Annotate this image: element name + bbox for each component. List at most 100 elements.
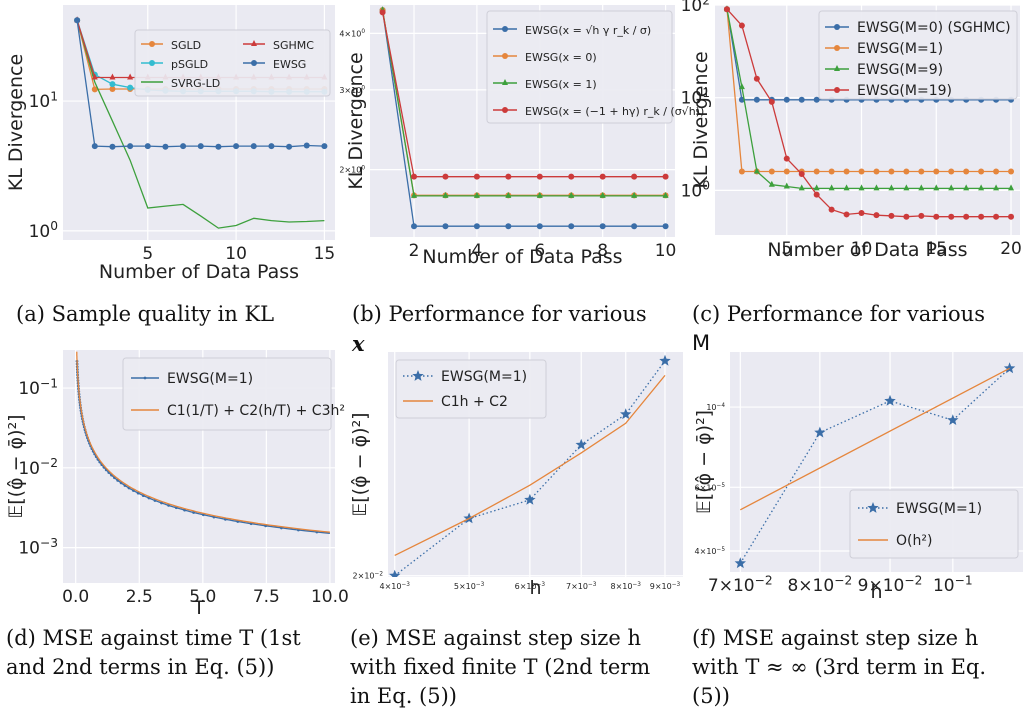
legend-label: EWSG(M=9)	[857, 62, 943, 78]
data-point	[738, 168, 745, 175]
x-tick-label: 5	[781, 239, 792, 259]
data-point	[599, 173, 606, 180]
x-tick-label: 2	[409, 241, 420, 261]
y-axis-label: 𝔼[(φ̂ − φ̄)²]	[349, 412, 371, 516]
data-point	[411, 191, 418, 198]
data-point	[536, 223, 543, 230]
data-point	[978, 168, 985, 175]
data-point	[843, 184, 850, 191]
data-point	[599, 191, 606, 198]
y-tick-label: 100	[29, 219, 58, 242]
y-axis-label: KL Divergence	[690, 51, 712, 188]
data-point	[947, 414, 959, 425]
data-point	[524, 493, 536, 505]
y-axis-label: 𝔼[(φ̂ − φ̄)²]	[693, 410, 715, 514]
data-point	[903, 184, 910, 191]
data-point	[834, 24, 840, 30]
legend: EWSG(M=0) (SGHMC) EWSG(M=1) EWSG(M=9) EWSG(…	[818, 10, 1018, 100]
data-point	[858, 168, 865, 175]
data-point	[768, 180, 775, 187]
series-line	[76, 20, 325, 229]
data-point	[568, 173, 575, 180]
data-point	[783, 96, 790, 103]
data-point	[143, 376, 147, 380]
x-tick-label: 8×10−3	[610, 582, 641, 591]
x-axis-label: Number of Data Pass	[99, 261, 299, 283]
y-axis-label: KL Divergence	[345, 52, 367, 189]
x-tick-label: 6	[534, 241, 545, 261]
data-point	[575, 438, 587, 450]
data-point	[903, 168, 910, 175]
series-line	[394, 374, 666, 556]
legend-label: EWSG(x = √h γ r_k / σ)	[525, 24, 651, 37]
data-point	[91, 73, 98, 80]
x-tick-label: 10	[225, 244, 247, 264]
series-line	[739, 367, 1011, 564]
legend: EWSG(x = √h γ r_k / σ) EWSG(x = 0) EWSG(x …	[486, 10, 704, 124]
legend-label: SGLD	[171, 39, 201, 52]
y-tick-label: 4×10−5	[695, 547, 726, 556]
data-point	[768, 168, 775, 175]
data-point	[783, 168, 790, 175]
series-group	[75, 351, 330, 534]
data-point	[502, 79, 508, 85]
data-point	[505, 173, 512, 180]
data-point	[631, 223, 638, 230]
chart-a: 5 10 15 100 101 Number of Data Pass KL Diverge…	[5, 5, 335, 283]
series-line	[739, 367, 1010, 511]
x-tick-label: 9×10−2	[858, 573, 923, 596]
x-tick-label: 4	[471, 241, 482, 261]
x-axis-label: Number of Data Pass	[422, 246, 622, 268]
x-tick-label: 15	[925, 239, 947, 259]
x-tick-label: 5	[142, 244, 153, 264]
y-tick-label: 4×100	[339, 29, 365, 38]
data-point	[127, 84, 134, 91]
data-point	[502, 26, 508, 32]
data-point	[813, 96, 820, 103]
y-tick-label: 10−4	[706, 403, 725, 412]
data-point	[180, 143, 187, 150]
legend: EWSG(M=1) C1(1/T) + C2(h/T) + C3h²	[122, 357, 345, 431]
x-tick-label: 8×10−2	[787, 573, 852, 596]
series-line	[76, 351, 330, 533]
legend-label: EWSG(M=1)	[167, 371, 253, 387]
data-point	[723, 6, 730, 13]
data-point	[933, 184, 940, 191]
data-point	[783, 182, 790, 189]
x-tick-label: 6×10−3	[515, 582, 546, 591]
y-tick-label: 3×100	[339, 86, 365, 95]
data-point	[442, 173, 449, 180]
data-point	[411, 173, 418, 180]
legend-label: EWSG	[273, 58, 306, 71]
data-point	[933, 168, 940, 175]
data-point	[473, 173, 480, 180]
x-tick-label: 4×10−3	[379, 582, 410, 591]
data-point	[74, 17, 81, 24]
data-point	[303, 142, 310, 149]
caption-a: (a) Sample quality in KL	[16, 302, 275, 326]
x-tick-label: 15	[314, 244, 336, 264]
data-point	[798, 184, 805, 191]
x-tick-label: 10	[851, 239, 873, 259]
y-tick-label: 6×10−5	[695, 483, 726, 492]
series-line	[381, 10, 666, 197]
data-point	[109, 81, 116, 88]
y-tick-label: 100	[681, 179, 710, 202]
series-line	[381, 12, 666, 178]
data-point	[379, 9, 386, 16]
series-line	[726, 9, 1011, 190]
y-tick-label: 10−1	[18, 376, 58, 399]
data-point	[978, 213, 985, 220]
legend-label: EWSG(M=1)	[441, 369, 527, 385]
legend: EWSG(M=1) C1h + C2	[395, 359, 547, 419]
legend-label: EWSG(M=1)	[857, 41, 943, 57]
legend-label: SGHMC	[273, 39, 314, 52]
caption-e: (e) MSE against step size h with fixed fi…	[350, 626, 651, 708]
data-point	[963, 213, 970, 220]
series-line	[381, 10, 666, 227]
y-axis-label: 𝔼[(φ̂ − φ̄)²]	[5, 414, 27, 518]
data-point	[412, 370, 424, 381]
data-point	[662, 223, 669, 230]
data-point	[858, 184, 865, 191]
data-point	[536, 191, 543, 198]
